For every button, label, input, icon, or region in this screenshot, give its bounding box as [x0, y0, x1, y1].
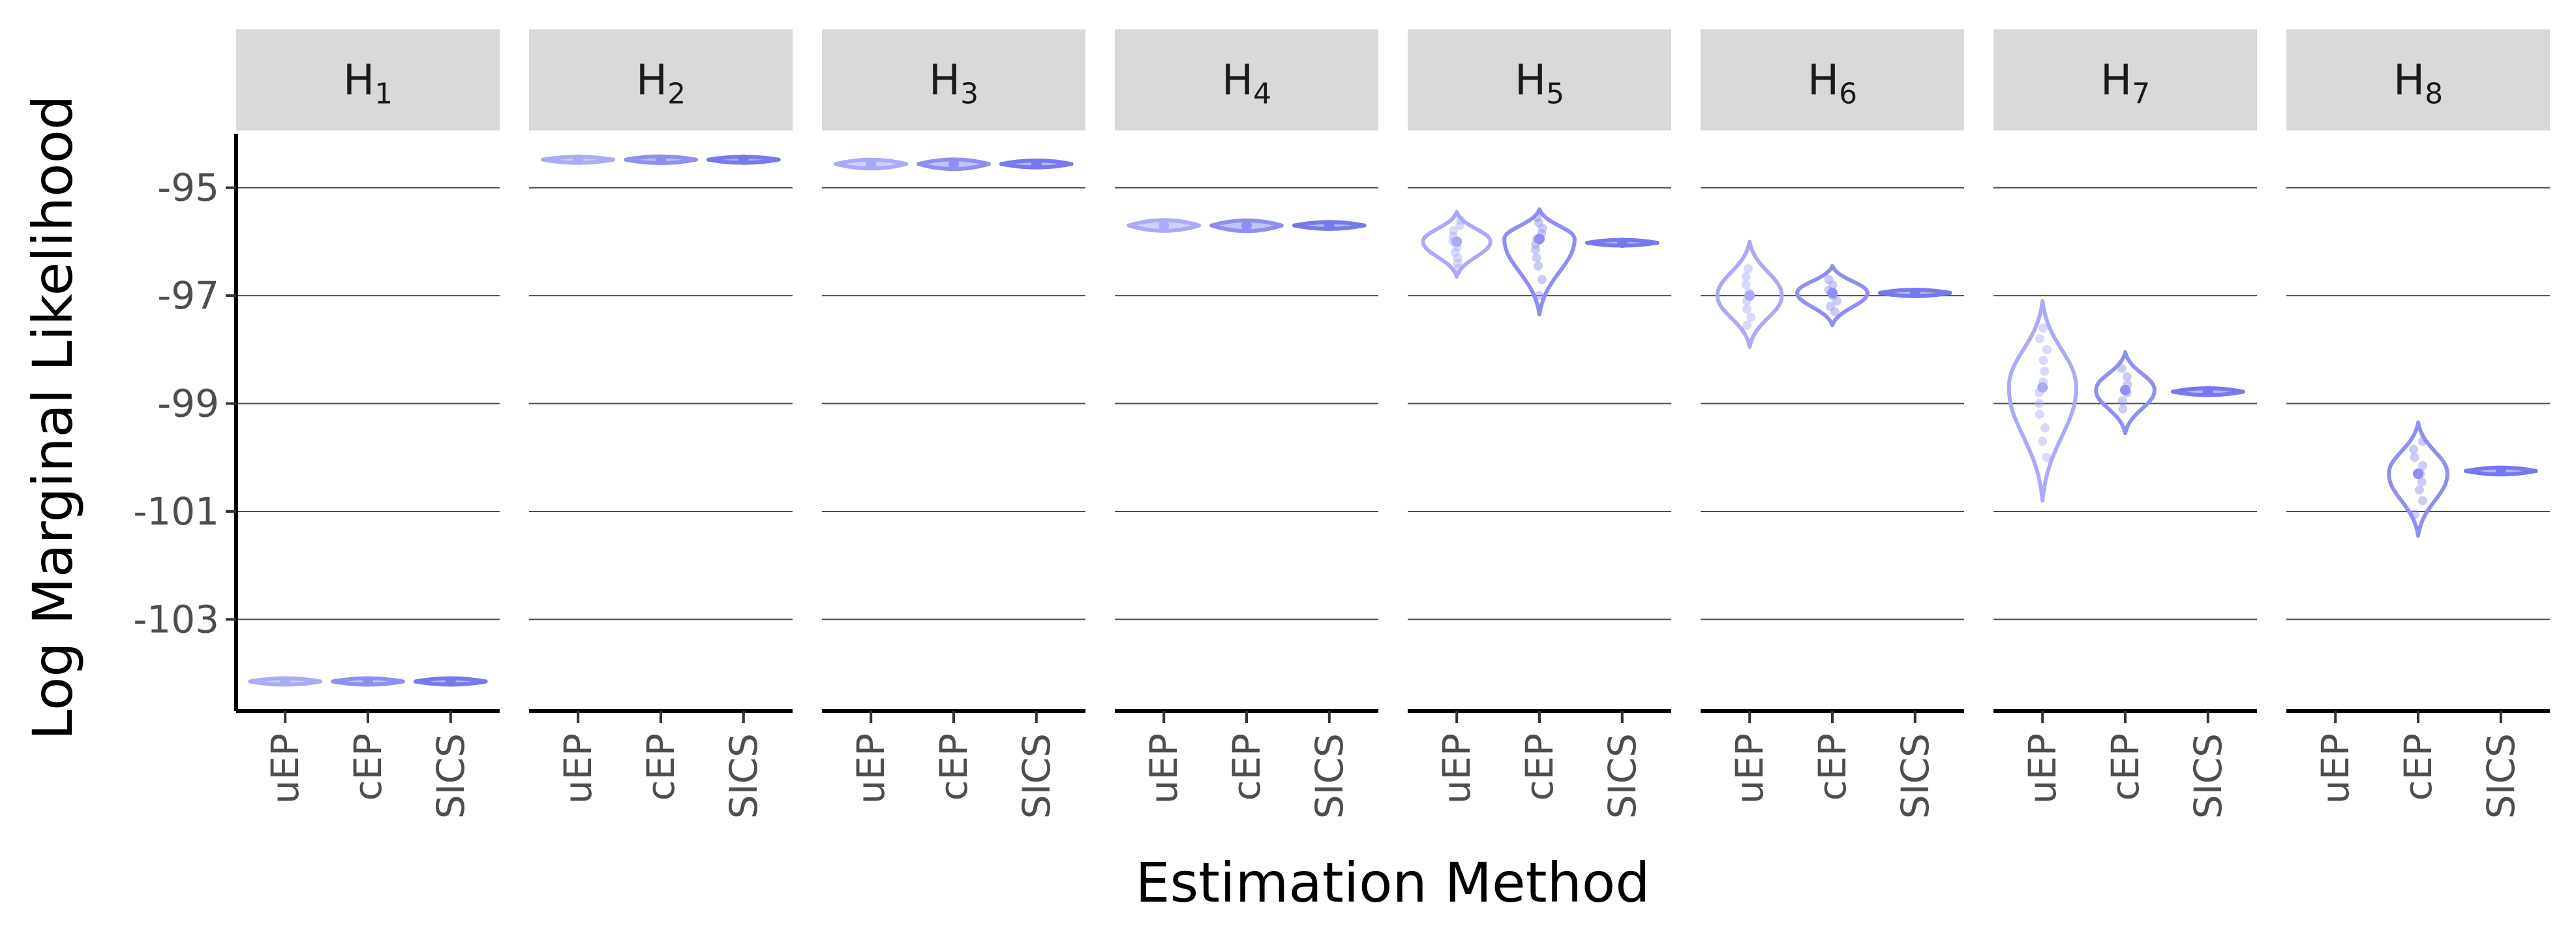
x-tick-label: SICS — [1014, 733, 1059, 819]
x-tick-label: SICS — [429, 733, 473, 819]
x-tick-label: uEP — [849, 733, 893, 804]
x-tick-label: uEP — [1727, 733, 1772, 804]
x-tick-label: uEP — [1434, 733, 1479, 804]
violin-shape — [2389, 423, 2447, 536]
median-point — [866, 159, 876, 169]
data-point — [2415, 485, 2424, 495]
data-point — [2117, 364, 2127, 373]
x-tick-label: SICS — [2479, 733, 2523, 819]
x-tick-label: uEP — [263, 733, 307, 804]
median-point — [446, 677, 456, 687]
y-axis-title: Log Marginal Likelihood — [21, 95, 85, 740]
median-point — [280, 677, 290, 687]
y-tick-label: -99 — [157, 382, 219, 426]
x-tick-label: cEP — [346, 733, 390, 801]
data-point — [2410, 453, 2419, 462]
median-point — [2120, 385, 2130, 395]
facet-panel: H1uEP cEP SICS — [236, 29, 500, 819]
data-point — [1742, 272, 1751, 281]
data-point — [2123, 372, 2132, 381]
data-point — [2042, 453, 2052, 462]
facet-panels: H1 uEP cEP SICS H2 uEP cEP SICS H3 uEP cEP SICS H4 uE… — [236, 29, 2550, 819]
median-point — [656, 155, 666, 165]
data-point — [1532, 253, 1541, 262]
data-point — [2418, 436, 2427, 446]
facet-panel: H4 uEP cEP SICS — [1115, 29, 1378, 819]
data-point — [2040, 423, 2050, 433]
y-tick-label: -95 — [157, 166, 219, 210]
data-point — [1744, 264, 1753, 273]
data-point — [1746, 313, 1755, 322]
x-tick-label: uEP — [2313, 733, 2357, 804]
median-point — [1827, 288, 1838, 298]
x-tick-label: cEP — [932, 733, 976, 801]
x-tick-label: uEP — [2020, 733, 2065, 804]
median-point — [2496, 466, 2506, 476]
facet-panel: H5 uEP cEP SICS — [1408, 29, 1671, 819]
x-tick-label: cEP — [1517, 733, 1562, 801]
median-point — [2413, 468, 2423, 479]
x-tick-label: cEP — [2396, 733, 2440, 801]
median-point — [1031, 159, 1042, 169]
x-axis-title: Estimation Method — [1135, 851, 1650, 915]
data-point — [1453, 264, 1462, 273]
x-tick-label: SICS — [1893, 733, 1937, 819]
data-point — [2410, 510, 2419, 519]
x-tick-label: SICS — [2186, 733, 2230, 819]
x-tick-label: cEP — [2103, 733, 2147, 801]
data-point — [2118, 404, 2127, 414]
facet-panel: H6 uEP cEP SICS — [1701, 29, 1964, 819]
data-point — [1534, 291, 1543, 300]
data-point — [2035, 334, 2044, 343]
median-point — [2203, 386, 2213, 397]
data-point — [1534, 262, 1543, 271]
x-tick-label: cEP — [1224, 733, 1269, 801]
y-axis: -95 -97 -99 -101 -103 — [133, 134, 236, 711]
x-tick-label: cEP — [1810, 733, 1855, 801]
data-point — [2042, 345, 2052, 354]
median-point — [1241, 221, 1252, 231]
y-tick-label: -101 — [133, 489, 219, 534]
data-point — [2035, 410, 2044, 419]
x-tick-label: uEP — [556, 733, 600, 804]
data-point — [2038, 324, 2048, 333]
data-point — [1742, 321, 1751, 330]
data-point — [2038, 436, 2047, 446]
median-point — [1324, 221, 1335, 231]
data-point — [1742, 305, 1751, 314]
median-point — [363, 677, 373, 687]
median-point — [1744, 290, 1755, 301]
data-point — [2039, 356, 2048, 365]
median-point — [573, 155, 583, 165]
median-point — [1910, 288, 1920, 298]
facet-panel: H7 uEP cEP SICS — [1993, 29, 2257, 819]
data-point — [2409, 445, 2418, 454]
y-tick-label: -97 — [157, 273, 219, 318]
facet-panel: H2uEP cEP SICS — [529, 29, 793, 819]
data-point — [2035, 399, 2044, 408]
data-point — [2418, 496, 2427, 505]
x-tick-label: cEP — [639, 733, 683, 801]
median-point — [2037, 382, 2048, 393]
median-point — [948, 159, 959, 169]
data-point — [1538, 275, 1547, 284]
facet-panel: H3uEP cEP SICS — [822, 29, 1085, 819]
x-tick-label: SICS — [721, 733, 766, 819]
data-point — [2040, 367, 2049, 376]
facet-panel: H8 uEP cEP SICS — [2286, 29, 2550, 819]
data-point — [1741, 281, 1750, 290]
data-point — [1830, 307, 1840, 316]
median-point — [1534, 234, 1545, 244]
median-point — [738, 155, 749, 165]
median-point — [1451, 236, 1462, 247]
y-tick-label: -103 — [133, 597, 219, 641]
median-point — [1617, 237, 1628, 248]
data-point — [2118, 396, 2127, 405]
median-point — [1159, 221, 1169, 231]
x-tick-label: uEP — [1142, 733, 1186, 804]
data-point — [1531, 245, 1540, 254]
x-tick-label: SICS — [1307, 733, 1352, 819]
x-tick-label: SICS — [1600, 733, 1644, 819]
